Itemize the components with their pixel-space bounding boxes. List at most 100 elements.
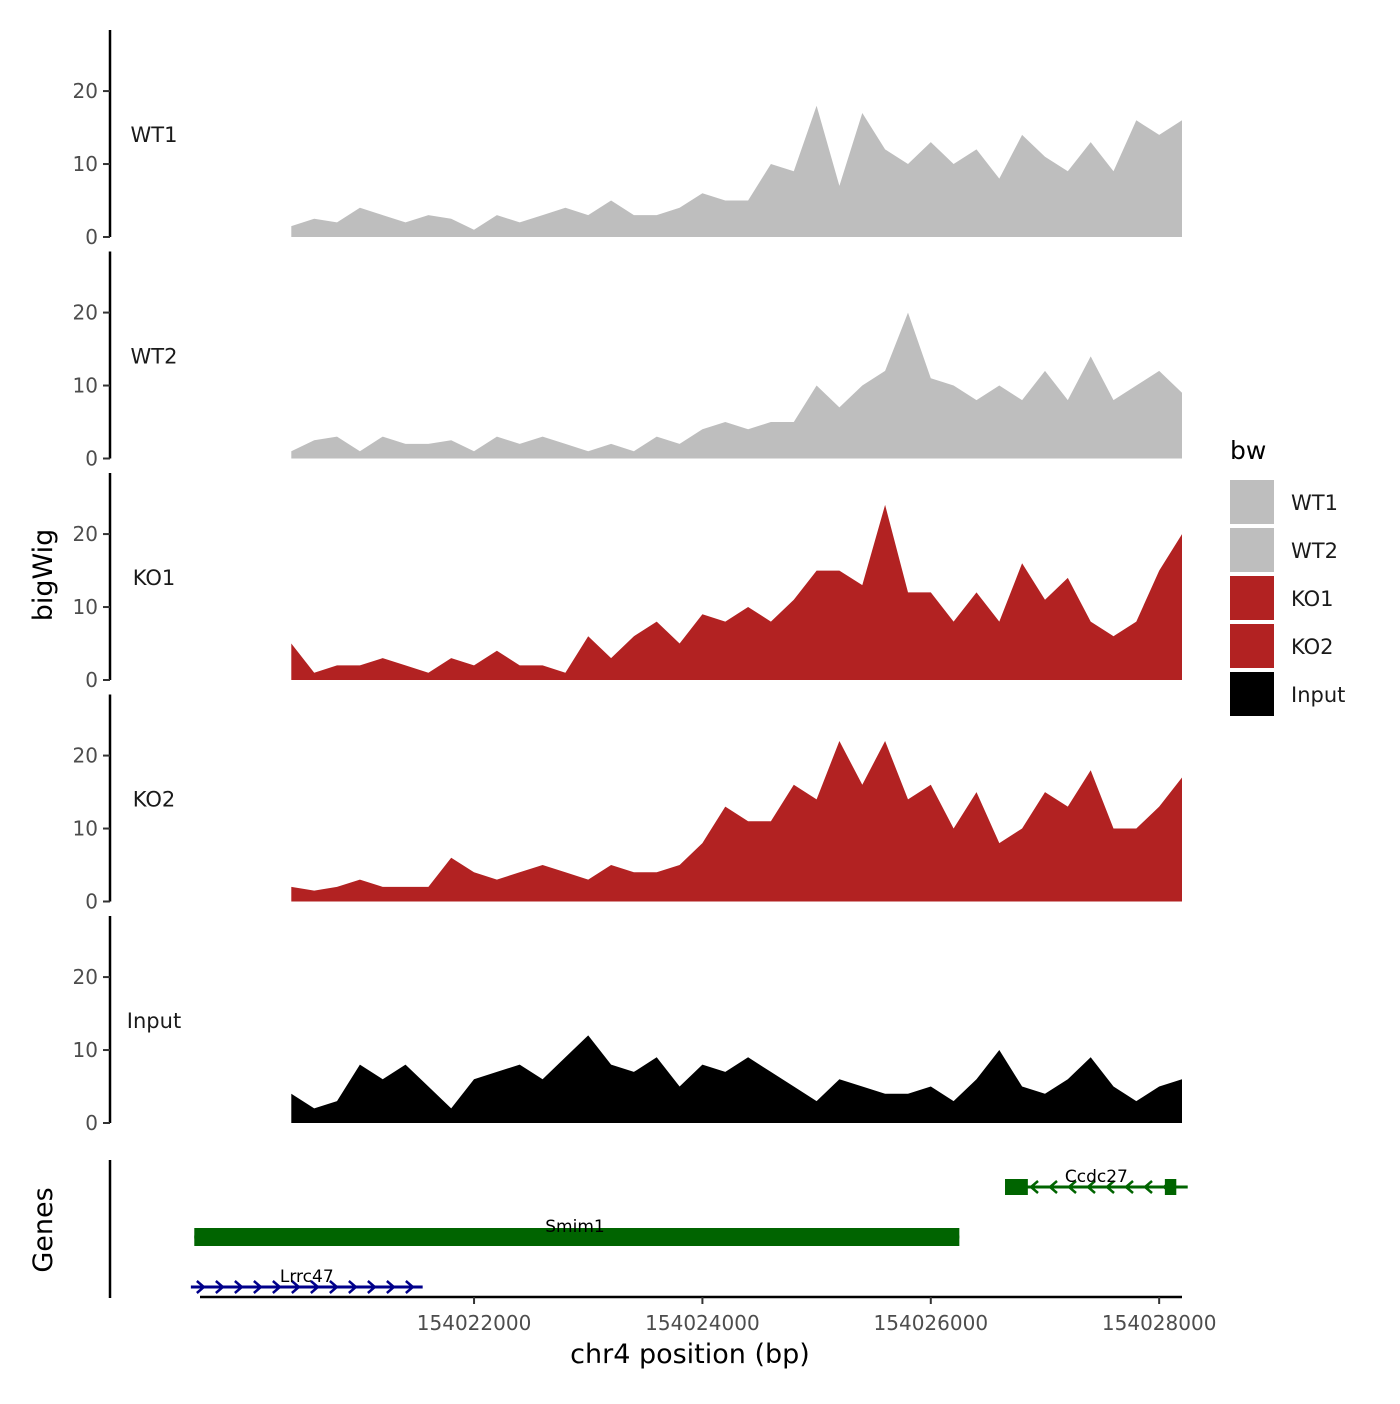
strand-chevron bbox=[522, 1230, 533, 1244]
gene-exon bbox=[1005, 1179, 1028, 1195]
track-panel-ko1: 0 10 20 KO1 bbox=[73, 473, 1182, 692]
strand-chevron bbox=[313, 1230, 324, 1244]
strand-chevron bbox=[940, 1230, 951, 1244]
strand-chevron bbox=[427, 1230, 438, 1244]
legend-swatch-wt1 bbox=[1230, 480, 1274, 524]
strand-chevron bbox=[1086, 1180, 1096, 1194]
strand-chevron bbox=[310, 1280, 320, 1294]
y-tick-label: 20 bbox=[73, 79, 98, 103]
strand-chevron bbox=[370, 1230, 381, 1244]
strand-chevron bbox=[465, 1230, 476, 1244]
strand-chevron bbox=[253, 1280, 263, 1294]
strand-chevron bbox=[329, 1280, 339, 1294]
legend-label-ko1: KO1 bbox=[1291, 587, 1334, 611]
strand-chevron bbox=[807, 1230, 818, 1244]
track-label: WT2 bbox=[131, 345, 178, 369]
y-tick-label: 20 bbox=[73, 965, 98, 989]
strand-chevron bbox=[215, 1280, 225, 1294]
strand-chevron bbox=[1010, 1180, 1020, 1194]
strand-chevron bbox=[693, 1230, 704, 1244]
y-tick-label: 20 bbox=[73, 522, 98, 546]
strand-chevron bbox=[1105, 1180, 1115, 1194]
strand-chevron bbox=[351, 1230, 362, 1244]
area-wt2 bbox=[291, 312, 1182, 459]
area-ko2 bbox=[291, 741, 1182, 902]
strand-chevron bbox=[636, 1230, 647, 1244]
strand-chevron bbox=[1029, 1180, 1039, 1194]
strand-chevron bbox=[560, 1230, 571, 1244]
strand-chevron bbox=[845, 1230, 856, 1244]
y-tick-label: 10 bbox=[73, 374, 98, 398]
strand-chevron bbox=[1124, 1180, 1134, 1194]
x-tick-label: 154028000 bbox=[1102, 1311, 1217, 1335]
strand-chevron bbox=[769, 1230, 780, 1244]
track-panel-wt1: 0 10 20 WT1 bbox=[73, 30, 1182, 249]
strand-chevron bbox=[294, 1230, 305, 1244]
strand-chevron bbox=[218, 1230, 229, 1244]
strand-chevron bbox=[731, 1230, 742, 1244]
y-tick-label: 10 bbox=[73, 817, 98, 841]
strand-chevron bbox=[291, 1280, 301, 1294]
strand-chevron bbox=[503, 1230, 514, 1244]
legend-label-input: Input bbox=[1291, 683, 1345, 707]
strand-chevron bbox=[408, 1230, 419, 1244]
area-input bbox=[291, 1035, 1182, 1123]
strand-chevron bbox=[598, 1230, 609, 1244]
strand-chevron bbox=[921, 1230, 932, 1244]
strand-chevron bbox=[332, 1230, 343, 1244]
legend-label-ko2: KO2 bbox=[1291, 635, 1334, 659]
strand-chevron bbox=[367, 1280, 377, 1294]
legend-title: bw bbox=[1230, 436, 1266, 465]
strand-chevron bbox=[750, 1230, 761, 1244]
track-panel-ko2: 0 10 20 KO2 bbox=[73, 694, 1182, 914]
strand-chevron bbox=[1067, 1180, 1077, 1194]
y-tick-label: 10 bbox=[73, 152, 98, 176]
gene-label: Smim1 bbox=[545, 1217, 604, 1237]
strand-chevron bbox=[237, 1230, 248, 1244]
strand-chevron bbox=[826, 1230, 837, 1244]
strand-chevron bbox=[579, 1230, 590, 1244]
strand-chevron bbox=[275, 1230, 286, 1244]
genes-track-title: Genes bbox=[28, 1187, 59, 1272]
legend-swatch-wt2 bbox=[1230, 528, 1274, 572]
strand-chevron bbox=[712, 1230, 723, 1244]
y-tick-label: 0 bbox=[85, 225, 98, 249]
x-tick-label: 154026000 bbox=[874, 1311, 989, 1335]
track-panel-input: 0 10 20 Input bbox=[73, 916, 1182, 1135]
legend-swatch-ko2 bbox=[1230, 624, 1274, 668]
signal-tracks: 0 10 20 WT1 0 10 20 WT2 0 10 20 KO1 0 10 20 KO2 0 10 20 Inp… bbox=[73, 30, 1182, 1135]
y-axis-title: bigWig bbox=[28, 529, 59, 622]
legend-label-wt1: WT1 bbox=[1291, 491, 1338, 515]
gene-label: Lrrc47 bbox=[280, 1267, 334, 1287]
legend-swatch-ko1 bbox=[1230, 576, 1274, 620]
gene-smim1: Smim1 bbox=[194, 1217, 960, 1246]
gene-exon bbox=[194, 1228, 960, 1246]
strand-chevron bbox=[674, 1230, 685, 1244]
strand-chevron bbox=[655, 1230, 666, 1244]
strand-chevron bbox=[256, 1230, 267, 1244]
strand-chevron bbox=[541, 1230, 552, 1244]
strand-chevron bbox=[902, 1230, 913, 1244]
legend-label-wt2: WT2 bbox=[1291, 539, 1338, 563]
x-axis-title: chr4 position (bp) bbox=[570, 1339, 810, 1370]
strand-chevron bbox=[389, 1230, 400, 1244]
track-panel-wt2: 0 10 20 WT2 bbox=[73, 251, 1182, 471]
track-label: KO1 bbox=[133, 566, 176, 590]
area-wt1 bbox=[291, 105, 1182, 237]
x-tick-label: 154022000 bbox=[417, 1311, 532, 1335]
genes-track: Ccdc27 Smim1 Lrrc47 bbox=[108, 1160, 1188, 1298]
x-tick-label: 154024000 bbox=[645, 1311, 760, 1335]
strand-chevron bbox=[1143, 1180, 1153, 1194]
track-label: WT1 bbox=[131, 123, 178, 147]
gene-label: Ccdc27 bbox=[1065, 1167, 1128, 1187]
legend-swatch-input bbox=[1230, 672, 1274, 716]
strand-chevron bbox=[617, 1230, 628, 1244]
strand-chevron bbox=[272, 1280, 282, 1294]
strand-chevron bbox=[484, 1230, 495, 1244]
area-ko1 bbox=[291, 504, 1182, 680]
y-tick-label: 10 bbox=[73, 595, 98, 619]
strand-chevron bbox=[788, 1230, 799, 1244]
y-tick-label: 0 bbox=[85, 890, 98, 914]
